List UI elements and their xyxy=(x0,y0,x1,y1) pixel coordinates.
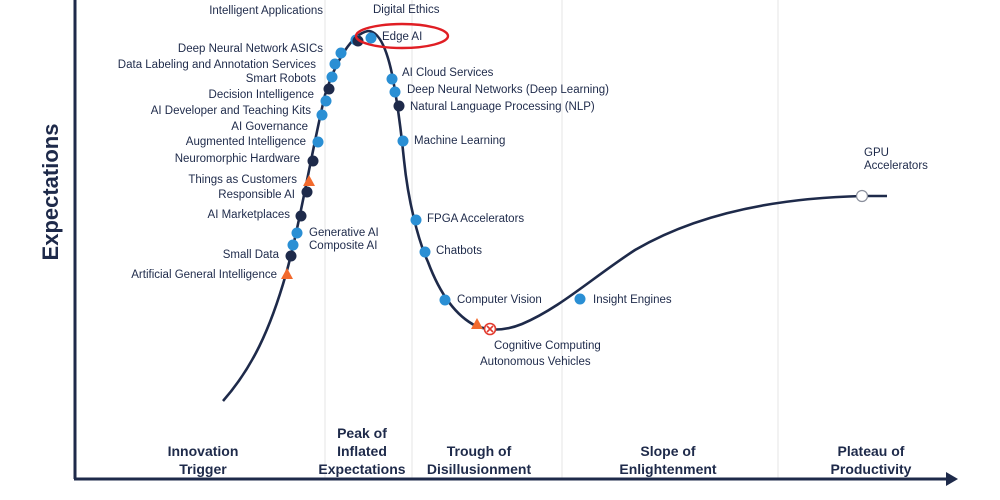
marker-artificial-general-intelligence xyxy=(281,268,293,279)
label-natural-language-processing-nlp: Natural Language Processing (NLP) xyxy=(410,101,595,113)
marker-responsible-ai xyxy=(301,186,313,198)
label-deep-neural-network-asics: Deep Neural Network ASICs xyxy=(178,43,323,55)
marker-natural-language-processing-nlp xyxy=(393,100,405,112)
marker-composite-ai xyxy=(287,239,299,251)
label-composite-ai: Composite AI xyxy=(309,240,377,252)
label-machine-learning: Machine Learning xyxy=(414,135,505,147)
phase-label-peak: Peak of Inflated Expectations xyxy=(318,425,405,477)
label-responsible-ai: Responsible AI xyxy=(218,189,295,201)
label-small-data: Small Data xyxy=(223,249,280,261)
phase-label-innovation-trigger: Innovation Trigger xyxy=(168,443,239,477)
label-insight-engines: Insight Engines xyxy=(593,294,672,306)
marker-neuromorphic-hardware xyxy=(307,155,319,167)
y-axis-label: Expectations xyxy=(38,124,63,261)
label-cognitive-computing: Cognitive Computing xyxy=(494,340,601,352)
label-ai-governance: AI Governance xyxy=(231,121,308,133)
label-ai-cloud-services: AI Cloud Services xyxy=(402,67,494,79)
marker-machine-learning xyxy=(397,135,409,147)
label-fpga-accelerators: FPGA Accelerators xyxy=(427,213,524,225)
marker-small-data xyxy=(285,250,297,262)
marker-edge-ai xyxy=(365,32,377,44)
marker-cognitive-computing xyxy=(483,322,497,336)
label-things-as-customers: Things as Customers xyxy=(188,174,297,186)
marker-ai-marketplaces xyxy=(295,210,307,222)
label-deep-neural-networks-deep-learning: Deep Neural Networks (Deep Learning) xyxy=(407,84,609,96)
label-gpu-accelerators: GPU Accelerators xyxy=(864,147,928,172)
marker-fpga-accelerators xyxy=(410,214,422,226)
marker-smart-robots xyxy=(326,71,338,83)
marker-deep-neural-networks-deep-learning xyxy=(389,86,401,98)
phase-labels: Innovation Trigger Peak of Inflated Expectat… xyxy=(168,425,912,477)
marker-computer-vision xyxy=(439,294,451,306)
marker-autonomous-vehicles xyxy=(471,318,483,329)
marker-ai-cloud-services xyxy=(386,73,398,85)
axes: Expectations xyxy=(38,0,958,486)
phase-dividers xyxy=(324,0,779,478)
marker-ai-developer-and-teaching-kits xyxy=(320,95,332,107)
marker-chatbots xyxy=(419,246,431,258)
label-artificial-general-intelligence: Artificial General Intelligence xyxy=(131,269,277,281)
label-ai-marketplaces: AI Marketplaces xyxy=(208,209,291,221)
marker-gpu-accelerators xyxy=(855,189,869,203)
hype-curve xyxy=(222,29,887,402)
technology-markers xyxy=(281,32,869,336)
phase-label-trough: Trough of Disillusionment xyxy=(427,443,532,477)
marker-insight-engines xyxy=(574,293,586,305)
x-axis-arrowhead xyxy=(946,472,958,486)
marker-deep-neural-network-asics xyxy=(335,47,347,59)
marker-decision-intelligence xyxy=(323,83,335,95)
label-computer-vision: Computer Vision xyxy=(457,294,542,306)
edge-ai-highlight-ellipse xyxy=(354,22,450,50)
marker-augmented-intelligence xyxy=(312,136,324,148)
marker-generative-ai xyxy=(291,227,303,239)
label-autonomous-vehicles: Autonomous Vehicles xyxy=(480,356,591,368)
phase-label-plateau: Plateau of Productivity xyxy=(831,443,912,477)
marker-data-labeling-and-annotation-services xyxy=(329,58,341,70)
phase-label-slope: Slope of Enlightenment xyxy=(619,443,717,477)
label-chatbots: Chatbots xyxy=(436,245,482,257)
label-neuromorphic-hardware: Neuromorphic Hardware xyxy=(175,153,300,165)
label-ai-developer-and-teaching-kits: AI Developer and Teaching Kits xyxy=(151,105,311,117)
label-smart-robots: Smart Robots xyxy=(246,73,317,85)
technology-labels: Intelligent Applications Digital Ethics Ed… xyxy=(118,4,928,368)
marker-things-as-customers xyxy=(303,175,315,186)
label-edge-ai: Edge AI xyxy=(382,31,422,43)
label-decision-intelligence: Decision Intelligence xyxy=(209,89,314,101)
label-intelligent-applications: Intelligent Applications xyxy=(209,5,323,17)
label-generative-ai: Generative AI xyxy=(309,227,379,239)
label-augmented-intelligence: Augmented Intelligence xyxy=(186,136,306,148)
label-digital-ethics: Digital Ethics xyxy=(373,4,440,16)
marker-ai-governance xyxy=(316,109,328,121)
label-data-labeling-and-annotation-services: Data Labeling and Annotation Services xyxy=(118,59,316,71)
